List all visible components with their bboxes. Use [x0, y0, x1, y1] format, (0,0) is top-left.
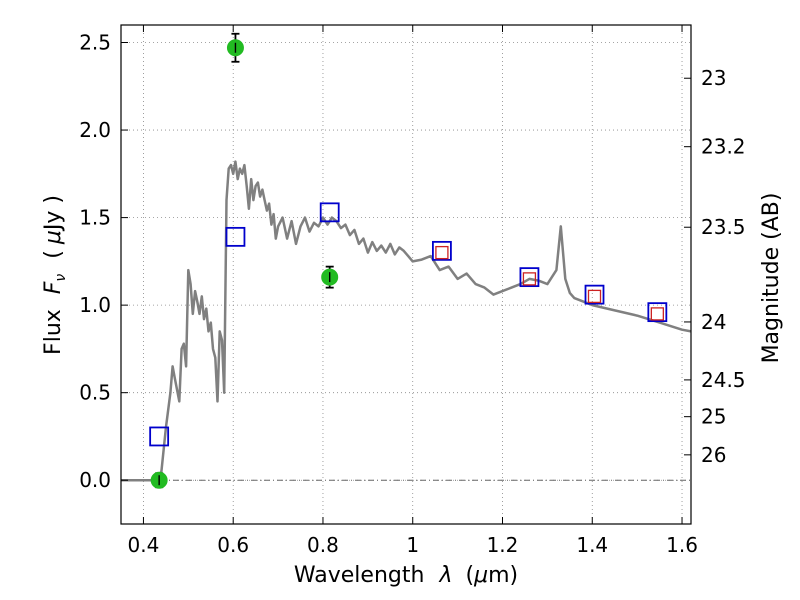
series-layer — [121, 32, 692, 489]
model-sed-line — [121, 160, 692, 482]
observed-nir-point — [435, 245, 449, 260]
x-tick-label: 1 — [406, 533, 419, 557]
model-photometry-point — [149, 426, 170, 447]
x-tick-label: 0.4 — [128, 533, 160, 557]
plot-frame — [120, 24, 692, 525]
model-photometry-point — [647, 302, 668, 323]
y2-tick-label: 25 — [701, 405, 726, 429]
model-photometry-point — [319, 202, 340, 223]
x-tick-label: 0.8 — [307, 533, 339, 557]
x-tick-label: 1.4 — [576, 533, 608, 557]
y2-axis-label: Magnitude (AB) — [759, 193, 784, 364]
observed-nir-point — [522, 272, 537, 286]
y-tick-label: 0.0 — [79, 468, 111, 492]
x-tick-label: 0.6 — [217, 533, 249, 557]
y-tick-label: 1.5 — [79, 206, 111, 230]
x-axis-label: Wavelength λ (μm) — [294, 563, 518, 588]
ticks: 0.4 0.6 0.8 1 1.2 1.4 1.6 0.0 0.5 1.0 1.5 2.0 2.5 23 2… — [79, 25, 746, 557]
x-tick-label: 1.2 — [487, 533, 519, 557]
y-tick-label: 1.0 — [79, 293, 111, 317]
y2-tick-label: 23.5 — [701, 215, 746, 239]
observed-nir-point — [587, 289, 602, 304]
x-tick-label: 1.6 — [666, 533, 698, 557]
observed-nir-point — [650, 307, 664, 321]
y2-tick-label: 23 — [701, 66, 726, 90]
y-axis-label: Flux Fν (μJy ) — [41, 195, 71, 355]
y-tick-label: 0.5 — [79, 381, 111, 405]
model-photometry-point — [432, 240, 452, 261]
model-photometry-point — [519, 267, 540, 288]
y2-tick-label: 24 — [701, 310, 726, 334]
model-photometry-point — [584, 284, 605, 305]
plot-area — [121, 25, 691, 524]
y2-tick-label: 23.2 — [701, 135, 746, 159]
grid — [121, 25, 691, 524]
y2-tick-label: 24.5 — [701, 368, 746, 392]
y-tick-label: 2.0 — [79, 118, 111, 142]
y2-tick-label: 26 — [701, 443, 726, 467]
y-tick-label: 2.5 — [79, 31, 111, 55]
model-photometry-point — [225, 226, 246, 247]
